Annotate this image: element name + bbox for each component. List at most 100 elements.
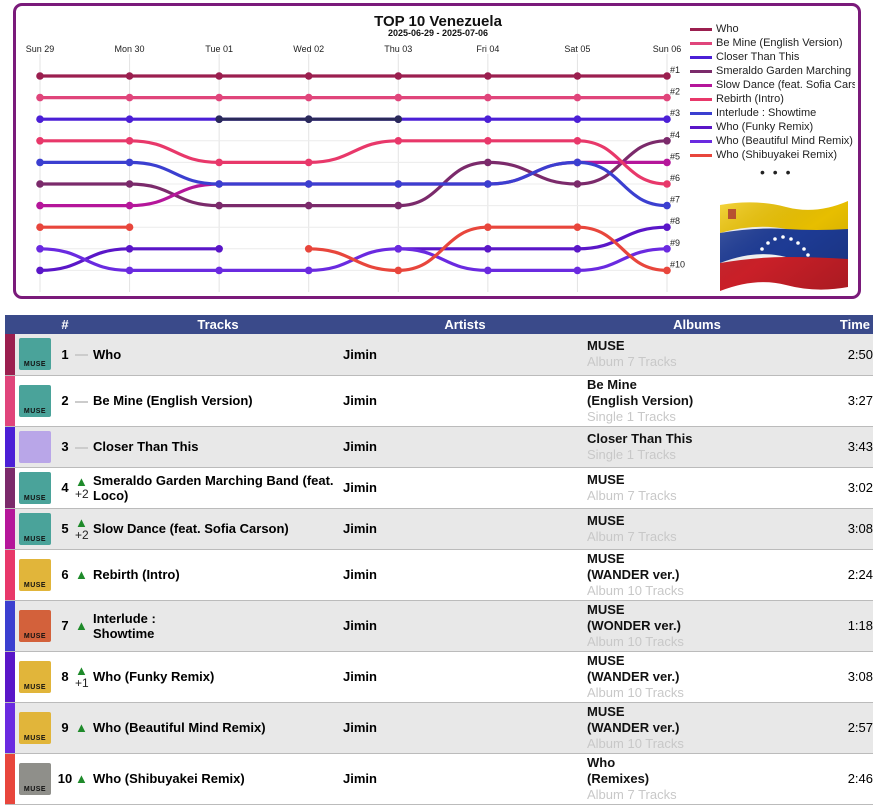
track-title[interactable]: Who (Funky Remix) <box>93 651 343 703</box>
album-cell[interactable]: MUSE (WANDER ver.) Album 10 Tracks <box>587 549 807 601</box>
album-art-label: MUSE <box>23 632 47 640</box>
album-art-label: MUSE <box>23 683 47 691</box>
album-cell[interactable]: MUSE (WONDER ver.) Album 10 Tracks <box>587 600 807 652</box>
artist-name[interactable]: Jimin <box>343 426 587 468</box>
track-title[interactable]: Who <box>93 334 343 376</box>
table-row[interactable]: MUSE 8 ▲ +1 Who (Funky Remix) Jimin MUSE (WANDE… <box>5 651 873 703</box>
series-point <box>36 115 44 123</box>
artist-name[interactable]: Jimin <box>343 549 587 601</box>
series-point <box>663 180 671 188</box>
series-point <box>573 72 582 80</box>
series-point <box>484 72 492 80</box>
track-title[interactable]: Who (Shibuyakei Remix) <box>93 753 343 805</box>
track-title[interactable]: Be Mine (English Version) <box>93 375 343 427</box>
track-title[interactable]: Slow Dance (feat. Sofia Carson) <box>93 508 343 550</box>
table-row[interactable]: MUSE 2 Be Mine (English Version) Jimin Be Mi… <box>5 375 873 427</box>
series-point <box>304 72 313 80</box>
series-point <box>36 245 44 253</box>
album-cell[interactable]: Closer Than This Single 1 Tracks <box>587 426 807 468</box>
artist-name[interactable]: Jimin <box>343 753 587 805</box>
venezuela-flag-icon <box>720 201 848 291</box>
series-line <box>396 225 669 251</box>
y-tick-label: #7 <box>670 195 680 205</box>
album-name: MUSE (WONDER ver.) <box>587 601 681 633</box>
series-point <box>215 93 223 102</box>
legend-item: Smeraldo Garden Marching Band (feat. Loc… <box>690 64 855 78</box>
table-row[interactable]: MUSE 10 ▲ Who (Shibuyakei Remix) Jimin Who (Re… <box>5 753 873 805</box>
album-cell[interactable]: MUSE Album 7 Tracks <box>587 334 807 376</box>
album-info: Album 7 Tracks <box>587 786 677 802</box>
album-art-cell: MUSE <box>15 334 55 376</box>
legend-swatch <box>690 69 712 73</box>
legend-item: Who (Funky Remix) <box>690 120 855 134</box>
table-row[interactable]: MUSE 9 ▲ Who (Beautiful Mind Remix) Jimin MUS… <box>5 702 873 754</box>
album-art-cell: MUSE <box>15 753 55 805</box>
table-row[interactable]: MUSE 7 ▲ Interlude : Showtime Jimin MUSE (WONDE… <box>5 600 873 652</box>
legend-item: Interlude : Showtime <box>690 106 855 120</box>
x-tick-label: Thu 03 <box>384 44 412 54</box>
table-row[interactable]: MUSE 1 Who Jimin MUSE Album 7 Tracks 2:50 <box>5 334 873 376</box>
track-duration: 2:57 <box>807 702 873 754</box>
track-title[interactable]: Rebirth (Intro) <box>93 549 343 601</box>
album-art-cell: MUSE <box>15 600 55 652</box>
artist-name[interactable]: Jimin <box>343 651 587 703</box>
table-row[interactable]: MUSE 6 ▲ Rebirth (Intro) Jimin MUSE (WANDER ve… <box>5 549 873 601</box>
track-duration: 3:27 <box>807 375 873 427</box>
y-tick-label: #10 <box>670 259 685 269</box>
table-row[interactable]: MUSE 4 ▲ +2 Smeraldo Garden Marching Band (f… <box>5 467 873 509</box>
series-point <box>394 115 403 123</box>
legend-label: Be Mine (English Version) <box>716 37 843 49</box>
artist-name[interactable]: Jimin <box>343 375 587 427</box>
up-arrow-icon: ▲ <box>75 567 88 582</box>
track-title[interactable]: Closer Than This <box>93 426 343 468</box>
rank-number: 10 <box>55 753 75 805</box>
artist-name[interactable]: Jimin <box>343 467 587 509</box>
legend-label: Smeraldo Garden Marching Band (feat. Loc… <box>716 65 855 77</box>
y-tick-label: #1 <box>670 65 680 75</box>
album-info: Album 7 Tracks <box>587 528 677 544</box>
artist-name[interactable]: Jimin <box>343 702 587 754</box>
legend-item: Rebirth (Intro) <box>690 92 855 106</box>
album-cell[interactable]: MUSE (WANDER ver.) Album 10 Tracks <box>587 651 807 703</box>
album-cell[interactable]: MUSE Album 7 Tracks <box>587 467 807 509</box>
up-arrow-icon: ▲ <box>75 473 88 489</box>
album-art-cell: MUSE <box>15 467 55 509</box>
track-title[interactable]: Interlude : Showtime <box>93 600 343 652</box>
album-cell[interactable]: Be Mine (English Version) Single 1 Tracks <box>587 375 807 427</box>
artist-name[interactable]: Jimin <box>343 334 587 376</box>
series-point <box>484 93 492 102</box>
row-color-bar <box>5 508 15 550</box>
row-color-bar <box>5 334 15 376</box>
track-duration: 3:08 <box>807 651 873 703</box>
artist-name[interactable]: Jimin <box>343 508 587 550</box>
album-info: Album 10 Tracks <box>587 735 684 751</box>
table-row[interactable]: 3 Closer Than This Jimin Closer Than This Si… <box>5 426 873 468</box>
album-cell[interactable]: MUSE Album 7 Tracks <box>587 508 807 550</box>
series-point <box>36 137 44 145</box>
series-point <box>484 115 492 123</box>
album-name: MUSE <box>587 512 625 528</box>
legend-swatch <box>690 83 712 87</box>
table-row[interactable]: MUSE 5 ▲ +2 Slow Dance (feat. Sofia Carson) J… <box>5 508 873 550</box>
album-art-cell: MUSE <box>15 651 55 703</box>
album-cell[interactable]: MUSE (WANDER ver.) Album 10 Tracks <box>587 702 807 754</box>
album-cell[interactable]: Who (Remixes) Album 7 Tracks <box>587 753 807 805</box>
track-title[interactable]: Smeraldo Garden Marching Band (feat. Loc… <box>93 467 343 509</box>
album-art-label: MUSE <box>23 535 47 543</box>
album-art-cell: MUSE <box>15 549 55 601</box>
tracks-table: # Tracks Artists Albums Time MUSE 1 Who Jim… <box>5 315 873 805</box>
x-tick-label: Wed 02 <box>293 44 324 54</box>
no-change-icon <box>75 400 88 403</box>
album-name: Be Mine (English Version) <box>587 376 694 408</box>
series-point <box>304 93 313 102</box>
rank-number: 1 <box>55 334 75 376</box>
artist-name[interactable]: Jimin <box>343 600 587 652</box>
y-tick-label: #3 <box>670 108 680 118</box>
track-duration: 3:02 <box>807 467 873 509</box>
track-title[interactable]: Who (Beautiful Mind Remix) <box>93 702 343 754</box>
rank-number: 3 <box>55 426 75 468</box>
track-duration: 2:50 <box>807 334 873 376</box>
album-art: MUSE <box>19 558 51 591</box>
album-art: MUSE <box>19 384 51 417</box>
track-duration: 3:43 <box>807 426 873 468</box>
